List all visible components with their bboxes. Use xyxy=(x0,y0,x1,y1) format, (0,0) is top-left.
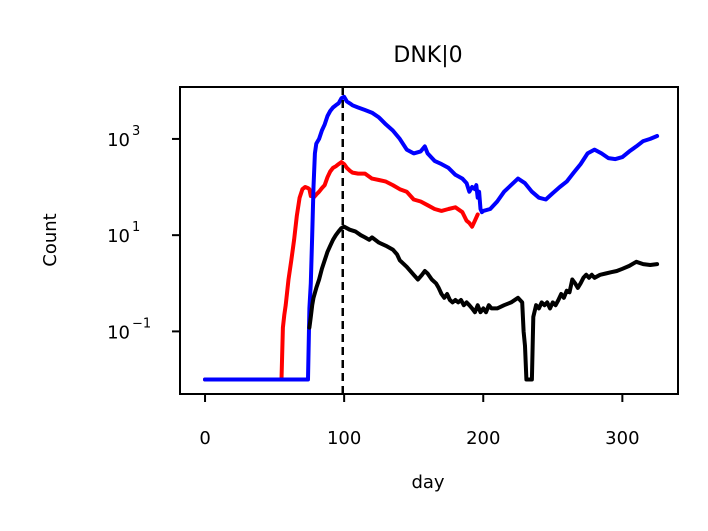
x-tick-label: 100 xyxy=(327,428,361,449)
x-tick-label: 0 xyxy=(199,428,210,449)
x-axis-ticks: 0 100 200 300 xyxy=(199,394,640,449)
chart-title: DNK|0 xyxy=(393,43,462,68)
plot-frame xyxy=(179,86,679,395)
y-tick-exponent: −1 xyxy=(132,316,151,331)
y-tick-label: 10 xyxy=(107,226,130,247)
x-axis-label: day xyxy=(411,472,444,493)
x-tick-label: 200 xyxy=(466,428,500,449)
x-tick-label: 300 xyxy=(605,428,639,449)
series-line-2 xyxy=(307,224,660,382)
series-group xyxy=(203,87,660,394)
series-line-0 xyxy=(203,160,480,382)
y-tick-exponent: 3 xyxy=(132,124,140,139)
y-tick-label: 10 xyxy=(107,322,130,343)
y-tick-exponent: 1 xyxy=(132,220,140,235)
y-tick-label: 10 xyxy=(107,130,130,151)
y-axis-label: Count xyxy=(40,213,61,266)
plot-area xyxy=(179,86,679,395)
series-line-1 xyxy=(203,94,660,382)
